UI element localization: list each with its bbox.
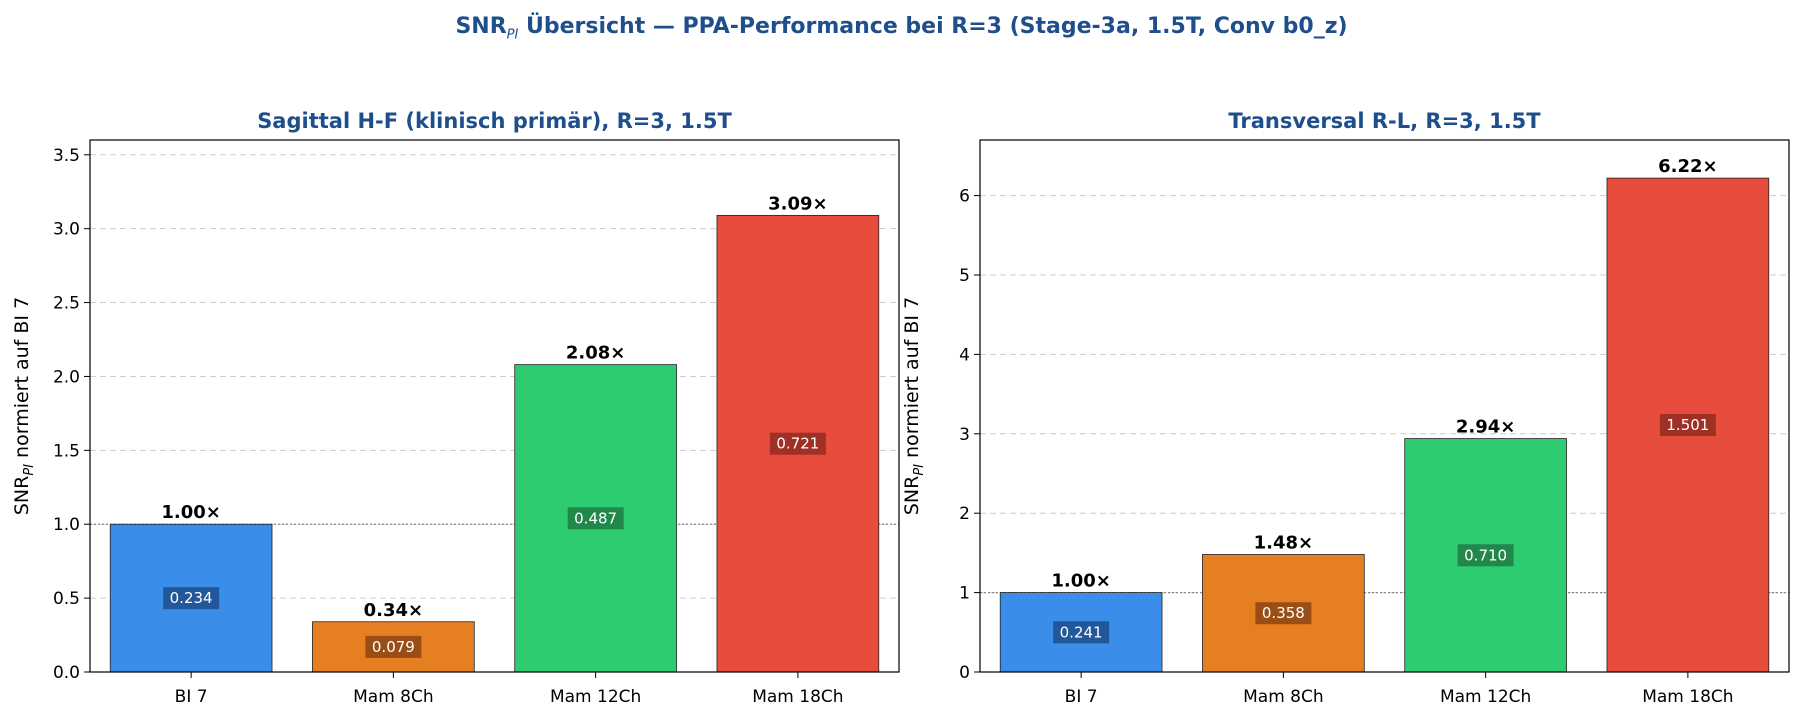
bar-value-label: 1.00× xyxy=(161,502,221,523)
bar-inner-label-box xyxy=(163,587,220,610)
bar-inner-label-box xyxy=(769,432,826,455)
bar-value-label: 0.34× xyxy=(364,600,424,621)
y-axis-label-base: SNR xyxy=(11,476,33,515)
y-tick-label: 2.0 xyxy=(53,367,80,387)
y-axis-label: SNRPI normiert auf BI 7 xyxy=(901,297,927,515)
bar-inner-label-box xyxy=(567,507,624,530)
y-tick-label: 1 xyxy=(959,584,970,604)
y-axis-label-base: SNR xyxy=(901,476,923,515)
y-tick-label: 1.5 xyxy=(53,441,80,461)
y-axis-label: SNRPI normiert auf BI 7 xyxy=(11,297,37,515)
y-tick-label: 0.0 xyxy=(53,663,80,683)
bar-inner-label-box xyxy=(365,635,422,658)
x-tick-label: BI 7 xyxy=(1065,687,1098,707)
axes-frame xyxy=(979,139,1790,673)
panel-title: Sagittal H-F (klinisch primär), R=3, 1.5… xyxy=(257,109,732,133)
bar-inner-label: 0.710 xyxy=(1464,546,1507,564)
y-tick-label: 0 xyxy=(959,663,970,683)
y-tick-label: 4 xyxy=(959,345,970,365)
y-tick-label: 3.5 xyxy=(53,146,80,166)
x-tick-label: Mam 18Ch xyxy=(752,687,843,707)
y-tick-label: 6 xyxy=(959,187,970,207)
bar-value-label: 1.48× xyxy=(1254,532,1314,553)
bar-value-label: 3.09× xyxy=(768,193,828,214)
bar-inner-label: 0.721 xyxy=(776,435,819,453)
panel-title: Transversal R-L, R=3, 1.5T xyxy=(1228,109,1541,133)
y-axis-label-rest: normiert auf BI 7 xyxy=(11,297,33,464)
y-tick-label: 0.5 xyxy=(53,589,80,609)
bar-inner-label: 1.501 xyxy=(1666,416,1709,434)
figure-title: SNRPI Übersicht — PPA-Performance bei R=… xyxy=(0,14,1803,42)
y-axis-label-rest: normiert auf BI 7 xyxy=(901,297,923,464)
figure-title-subscript: PI xyxy=(506,27,519,43)
bar-inner-label-box xyxy=(1457,544,1514,567)
bar-inner-label: 0.079 xyxy=(372,638,415,656)
bar-value-label: 2.94× xyxy=(1456,417,1516,438)
y-axis-label-subscript: PI xyxy=(22,464,37,476)
figure-title-rest: Übersicht — PPA-Performance bei R=3 (Sta… xyxy=(518,14,1348,39)
y-tick-label: 3 xyxy=(959,425,970,445)
y-tick-label: 1.0 xyxy=(53,515,80,535)
figure-title-prefix: SNR xyxy=(455,14,507,39)
bar-inner-label: 0.358 xyxy=(1262,604,1305,622)
bar-value-label: 2.08× xyxy=(566,343,626,364)
bar-inner-label: 0.234 xyxy=(170,589,213,607)
x-tick-label: Mam 12Ch xyxy=(1440,687,1531,707)
bar-inner-label: 0.241 xyxy=(1060,623,1103,641)
bar-inner-label-box xyxy=(1659,414,1716,437)
y-tick-label: 3.0 xyxy=(53,220,80,240)
x-tick-label: Mam 8Ch xyxy=(353,687,434,707)
axes-frame xyxy=(89,139,900,673)
x-tick-label: BI 7 xyxy=(175,687,208,707)
bar-inner-label-box xyxy=(1053,621,1110,644)
y-tick-label: 5 xyxy=(959,266,970,286)
x-tick-label: Mam 12Ch xyxy=(550,687,641,707)
bar-inner-label-box xyxy=(1255,602,1312,625)
x-tick-label: Mam 8Ch xyxy=(1243,687,1324,707)
bar-value-label: 6.22× xyxy=(1658,156,1718,177)
x-tick-label: Mam 18Ch xyxy=(1642,687,1733,707)
bar-value-label: 1.00× xyxy=(1051,571,1111,592)
y-axis-label-subscript: PI xyxy=(912,464,927,476)
bar-inner-label: 0.487 xyxy=(574,509,617,527)
y-tick-label: 2 xyxy=(959,504,970,524)
y-tick-label: 2.5 xyxy=(53,294,80,314)
